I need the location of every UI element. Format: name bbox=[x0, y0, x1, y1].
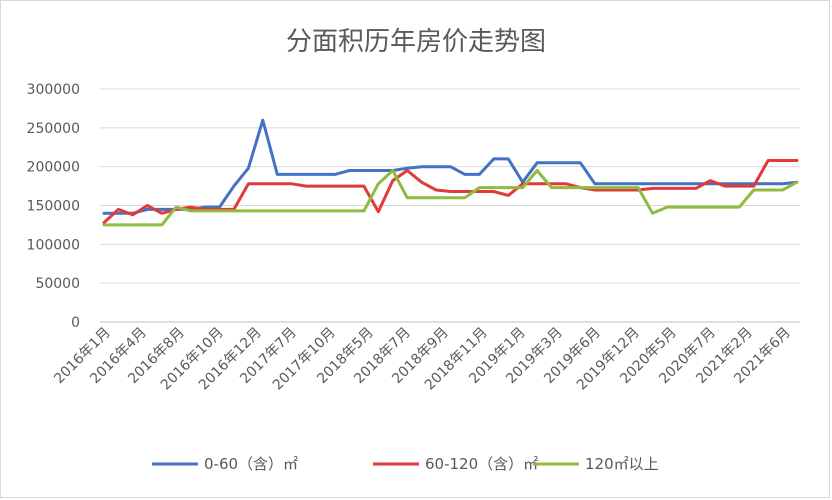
series-line-2 bbox=[102, 159, 799, 225]
chart-title: 分面积历年房价走势图 bbox=[286, 27, 546, 57]
y-tick-label: 200000 bbox=[27, 160, 80, 176]
legend-label-1: 0-60（含）㎡ bbox=[204, 455, 298, 473]
legend: 0-60（含）㎡ 60-120（含）㎡ 120㎡以上 bbox=[152, 455, 659, 473]
y-axis-ticks: 0 50000 100000 150000 200000 250000 300000 bbox=[27, 82, 80, 331]
series-lines bbox=[102, 118, 799, 227]
y-tick-label: 0 bbox=[71, 315, 80, 331]
series-line-3 bbox=[102, 169, 799, 227]
y-tick-label: 150000 bbox=[27, 199, 80, 215]
series-line-1 bbox=[102, 118, 799, 215]
y-tick-label: 100000 bbox=[27, 237, 80, 253]
x-axis-ticks: 2016年1月2016年4月2016年8月2016年10月2016年12月201… bbox=[51, 325, 794, 394]
y-tick-label: 300000 bbox=[27, 82, 80, 98]
legend-label-3: 120㎡以上 bbox=[585, 455, 659, 473]
grid-lines bbox=[100, 88, 800, 323]
legend-label-2: 60-120（含）㎡ bbox=[425, 455, 538, 473]
y-tick-label: 50000 bbox=[35, 276, 80, 292]
y-tick-label: 250000 bbox=[27, 121, 80, 137]
